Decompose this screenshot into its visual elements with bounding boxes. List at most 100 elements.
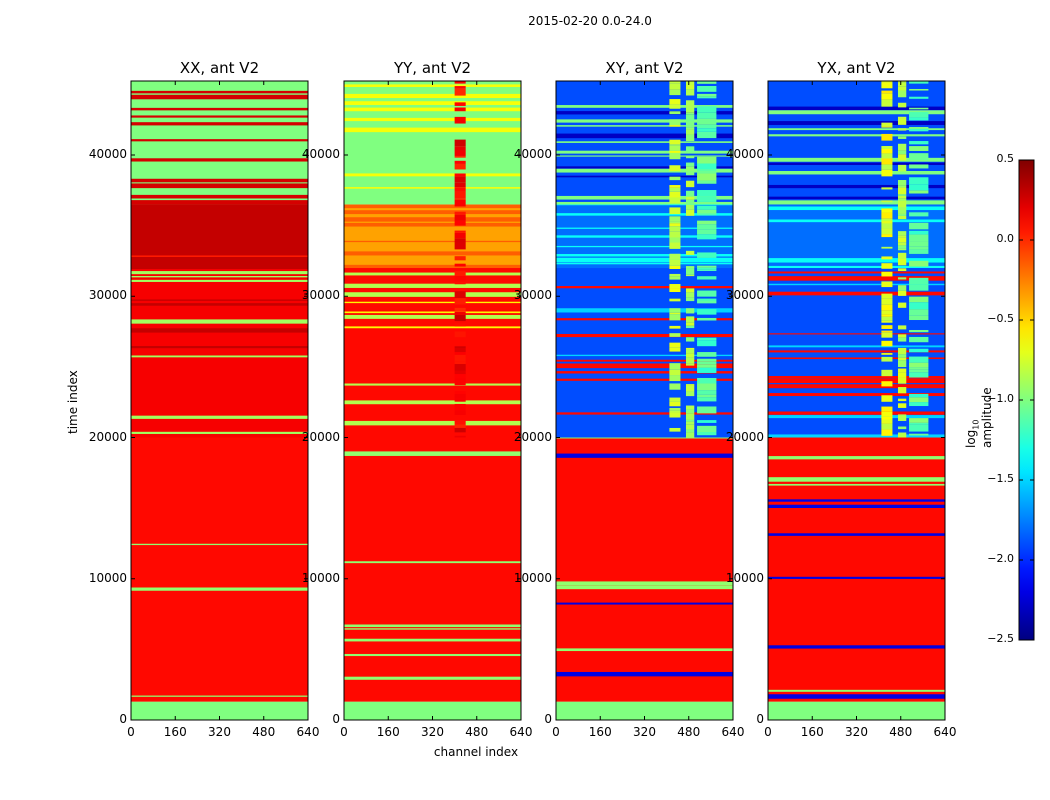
heatmap-column-feature bbox=[881, 281, 893, 288]
heatmap-stripe bbox=[556, 168, 733, 173]
heatmap-stripe bbox=[131, 194, 308, 199]
y-tick-label: 0 bbox=[119, 712, 127, 726]
heatmap-stripe bbox=[556, 308, 733, 313]
heatmap-column-feature bbox=[669, 231, 681, 238]
heatmap-column-feature bbox=[669, 369, 681, 376]
heatmap-column-feature bbox=[685, 349, 695, 354]
heatmap-column-feature bbox=[697, 383, 717, 391]
x-tick-label: 480 bbox=[252, 725, 276, 739]
heatmap-column-feature bbox=[881, 298, 893, 305]
heatmap-column-feature bbox=[685, 84, 695, 90]
heatmap-column-feature bbox=[697, 420, 717, 423]
heatmap-column-feature bbox=[881, 220, 893, 224]
heatmap-column-feature bbox=[669, 347, 681, 352]
heatmap-band bbox=[768, 268, 945, 438]
heatmap-column-feature bbox=[669, 325, 681, 329]
heatmap-stripe bbox=[768, 271, 945, 274]
heatmap-column-feature bbox=[897, 198, 907, 201]
heatmap-stripe bbox=[344, 264, 521, 269]
heatmap-column-feature bbox=[697, 298, 717, 301]
heatmap-column-feature bbox=[881, 223, 893, 229]
heatmap-stripe bbox=[344, 400, 521, 405]
heatmap-column-feature bbox=[454, 403, 466, 411]
heatmap-column-feature bbox=[697, 209, 717, 214]
heatmap-column-feature bbox=[697, 85, 717, 92]
heatmap-stripe bbox=[768, 456, 945, 460]
heatmap-column-feature bbox=[454, 256, 466, 261]
heatmap-column-feature bbox=[909, 184, 929, 191]
heatmap-column-feature bbox=[881, 304, 893, 311]
heatmap-column-feature bbox=[685, 146, 695, 153]
heatmap-column-feature bbox=[669, 176, 681, 181]
heatmap-column-feature bbox=[685, 190, 695, 197]
colorbar-tick-label: 0.5 bbox=[996, 152, 1015, 165]
heatmap-column-feature bbox=[685, 409, 695, 414]
colorbar-tick-label: −2.0 bbox=[987, 552, 1014, 565]
heatmap-stripe bbox=[344, 217, 521, 222]
heatmap-band bbox=[131, 701, 308, 720]
y-tick-label: 0 bbox=[544, 712, 552, 726]
heatmap-column-feature bbox=[685, 121, 695, 128]
heatmap-column-feature bbox=[697, 196, 717, 202]
heatmap-stripe bbox=[344, 187, 521, 189]
x-tick-label: 160 bbox=[163, 725, 187, 739]
heatmap-column-feature bbox=[897, 136, 907, 139]
heatmap-column-feature bbox=[454, 242, 466, 250]
heatmap-column-feature bbox=[697, 390, 717, 395]
heatmap-stripe bbox=[344, 222, 521, 227]
heatmap-column-feature bbox=[909, 212, 929, 217]
heatmap-column-feature bbox=[697, 276, 717, 280]
heatmap-stripe bbox=[344, 326, 521, 329]
y-tick-label: 20000 bbox=[513, 429, 552, 444]
heatmap-column-feature bbox=[909, 234, 929, 242]
heatmap-column-feature bbox=[697, 397, 717, 402]
heatmap-column-feature bbox=[685, 180, 695, 188]
heatmap-column-feature bbox=[697, 112, 717, 119]
x-tick-label: 0 bbox=[764, 725, 772, 739]
heatmap-column-feature bbox=[909, 128, 929, 132]
heatmap-column-feature bbox=[685, 112, 695, 115]
heatmap-band bbox=[131, 268, 308, 438]
heatmap-column-feature bbox=[685, 432, 695, 438]
heatmap-column-feature bbox=[897, 432, 907, 438]
heatmap-column-feature bbox=[669, 104, 681, 109]
heatmap-stripe bbox=[556, 363, 733, 369]
heatmap-column-feature bbox=[897, 86, 907, 91]
heatmap-column-feature bbox=[454, 199, 466, 207]
heatmap-column-feature bbox=[669, 111, 681, 115]
heatmap-column-feature bbox=[909, 336, 929, 343]
heatmap-column-feature bbox=[669, 139, 681, 145]
y-tick-label: 30000 bbox=[88, 288, 127, 303]
heatmap-column-feature bbox=[454, 398, 466, 402]
heatmap-stripe bbox=[131, 431, 308, 434]
heatmap-column-feature bbox=[909, 141, 929, 145]
heatmap-column-feature bbox=[897, 235, 907, 238]
heatmap-stripe bbox=[344, 101, 521, 105]
heatmap-stripe bbox=[768, 357, 945, 360]
heatmap-column-feature bbox=[454, 191, 466, 199]
heatmap-column-feature bbox=[697, 81, 717, 84]
heatmap-stripe bbox=[556, 150, 733, 154]
heatmap-column-feature bbox=[685, 391, 695, 397]
heatmap-column-feature bbox=[454, 163, 466, 170]
heatmap-stripe bbox=[556, 245, 733, 248]
heatmap-stripe bbox=[131, 355, 308, 358]
heatmap-column-feature bbox=[685, 316, 695, 323]
heatmap-stripe bbox=[131, 328, 308, 333]
heatmap-column-feature bbox=[881, 256, 893, 260]
heatmap-column-feature bbox=[669, 226, 681, 232]
heatmap-column-feature bbox=[454, 435, 466, 438]
heatmap-column-feature bbox=[897, 143, 907, 151]
heatmap-column-feature bbox=[454, 346, 466, 349]
heatmap-column-feature bbox=[669, 207, 681, 215]
heatmap-column-feature bbox=[909, 356, 929, 363]
heatmap-column-feature bbox=[669, 276, 681, 280]
heatmap-column-feature bbox=[897, 194, 907, 196]
heatmap-column-feature bbox=[454, 214, 466, 221]
heatmap-column-feature bbox=[454, 361, 466, 365]
heatmap-column-feature bbox=[685, 424, 695, 430]
heatmap-stripe bbox=[131, 299, 308, 301]
y-tick-label: 10000 bbox=[513, 570, 552, 585]
heatmap-column-feature bbox=[697, 265, 717, 268]
